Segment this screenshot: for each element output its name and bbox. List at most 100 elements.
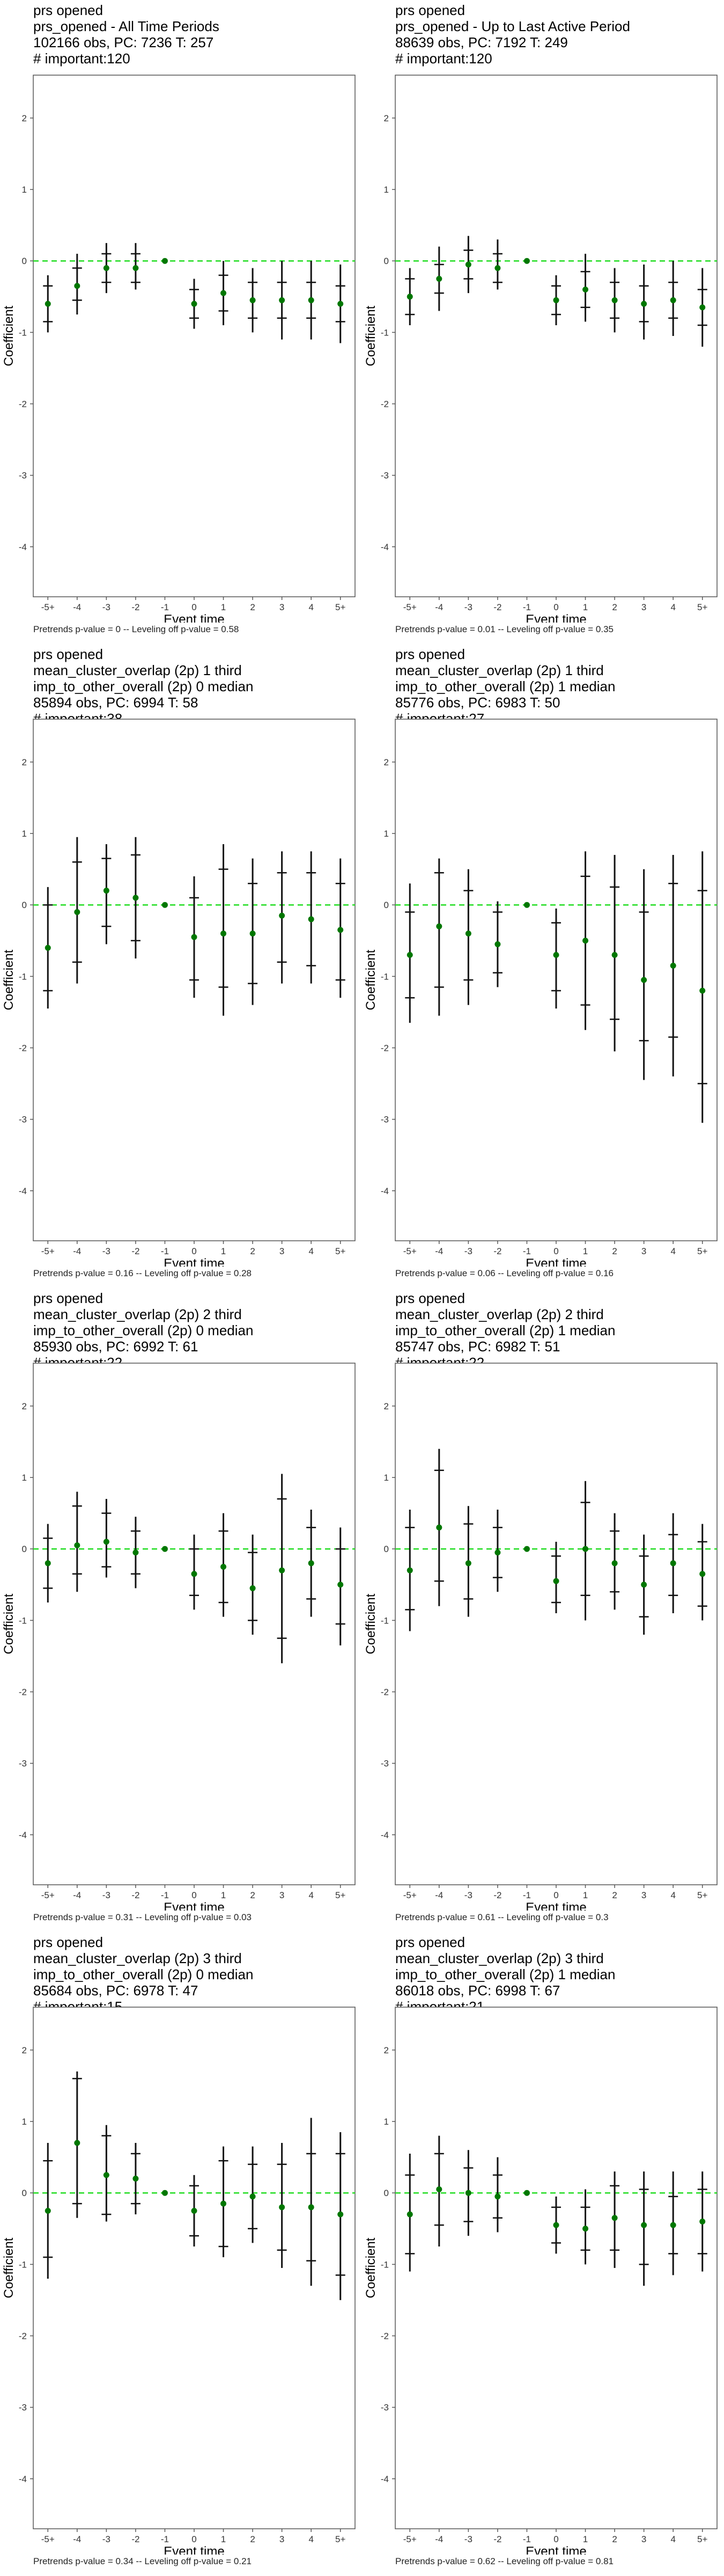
y-axis-title: Coefficient	[364, 1593, 378, 1654]
y-tick-label: 1	[22, 1473, 27, 1483]
coefficient-point	[494, 265, 501, 272]
y-tick-label: -4	[19, 542, 27, 552]
x-tick-label: 1	[583, 602, 588, 612]
x-axis-title: Event time	[526, 2544, 586, 2555]
y-tick-label: 0	[384, 256, 389, 266]
y-tick-label: 1	[22, 185, 27, 195]
panel-title-line: 85684 obs, PC: 6978 T: 47	[33, 1982, 198, 1999]
coefficient-point	[337, 1582, 344, 1588]
x-tick-label: 2	[612, 2534, 617, 2544]
coefficient-point	[641, 1582, 647, 1588]
coefficient-point	[436, 2186, 442, 2193]
x-tick-label: -1	[523, 1246, 531, 1256]
x-tick-label: 5+	[335, 2534, 345, 2544]
coefficient-point	[132, 1549, 139, 1556]
coefficient-point	[611, 2215, 618, 2221]
coefficient-point	[337, 927, 344, 933]
x-tick-label: -4	[73, 1246, 81, 1256]
x-tick-label: 4	[308, 1890, 313, 1900]
coefficient-point	[249, 1585, 256, 1591]
y-tick-label: -2	[19, 1043, 27, 1053]
panel-title-line: prs opened	[33, 1934, 104, 1950]
x-tick-label: 2	[250, 1890, 255, 1900]
panel-title-line: prs opened	[33, 646, 104, 662]
panel-title-line: mean_cluster_overlap (2p) 2 third	[33, 1306, 242, 1322]
x-tick-label: 1	[221, 602, 226, 612]
panel-title-line: imp_to_other_overall (2p) 0 median	[33, 678, 254, 694]
coefficient-point	[465, 261, 471, 268]
x-tick-label: 0	[191, 602, 196, 612]
x-tick-label: -5+	[403, 602, 417, 612]
x-tick-label: -4	[435, 602, 443, 612]
x-tick-label: -1	[523, 602, 531, 612]
x-tick-label: -2	[131, 1246, 139, 1256]
event-study-plot: -4 -3 -2 -1 0 1 2 -5+ -4 -3 -2 -1 0 1 2 3 4 5+ Event time C…	[2, 1363, 356, 1911]
y-tick-label: -2	[381, 2331, 389, 2341]
x-tick-label: 1	[583, 1246, 588, 1256]
y-tick-label: -1	[19, 327, 27, 338]
coefficient-point	[308, 1560, 314, 1567]
x-tick-label: -5+	[403, 2534, 417, 2544]
y-tick-label: -3	[19, 1115, 27, 1125]
y-tick-label: 1	[384, 185, 389, 195]
y-tick-label: 2	[384, 1401, 389, 1411]
y-tick-label: -4	[19, 1830, 27, 1840]
chart-panel: prs opened mean_cluster_overlap (2p) 2 th…	[0, 1288, 362, 1932]
y-tick-label: 2	[384, 113, 389, 123]
coefficient-point	[249, 297, 256, 303]
x-tick-label: -5+	[403, 1890, 417, 1900]
x-tick-label: 0	[553, 1246, 558, 1256]
x-axis-title: Event time	[164, 1256, 224, 1267]
coefficient-point	[161, 902, 168, 908]
x-tick-label: 3	[641, 2534, 646, 2544]
panel-title-line: prs_opened - All Time Periods	[33, 18, 219, 34]
x-tick-label: 5+	[697, 1246, 707, 1256]
coefficient-point	[161, 2190, 168, 2196]
x-tick-label: -4	[73, 1890, 81, 1900]
x-tick-label: -3	[102, 2534, 110, 2544]
x-tick-label: 4	[308, 602, 313, 612]
panel-title-line: # important:120	[395, 50, 492, 67]
coefficient-point	[279, 2204, 285, 2211]
panel-title-line: prs opened	[395, 646, 466, 662]
coefficient-point	[308, 2204, 314, 2211]
event-study-plot: -4 -3 -2 -1 0 1 2 -5+ -4 -3 -2 -1 0 1 2 3 4 5+ Event time C…	[364, 2007, 718, 2555]
coefficient-point	[494, 2193, 501, 2200]
x-axis-title: Event time	[526, 1256, 586, 1267]
coefficient-point	[436, 923, 442, 930]
coefficient-point	[699, 304, 706, 311]
y-tick-label: 0	[22, 900, 27, 910]
coefficient-point	[74, 283, 80, 289]
panel-title: prs opened mean_cluster_overlap (2p) 1 th…	[395, 646, 615, 727]
x-tick-label: -2	[131, 602, 139, 612]
panel-title-line: imp_to_other_overall (2p) 1 median	[395, 1966, 616, 1982]
x-tick-label: -2	[493, 602, 501, 612]
coefficient-point	[103, 888, 109, 894]
coefficient-point	[670, 2222, 676, 2228]
x-tick-label: 1	[221, 1246, 226, 1256]
y-tick-label: 1	[384, 2117, 389, 2127]
y-tick-label: -1	[381, 971, 389, 982]
coefficient-point	[582, 938, 589, 944]
panel-title-line: 88639 obs, PC: 7192 T: 249	[395, 34, 568, 50]
coefficient-point	[553, 952, 559, 958]
x-tick-label: -1	[161, 1890, 169, 1900]
x-axis-title: Event time	[164, 1900, 224, 1911]
y-tick-label: -2	[19, 2331, 27, 2341]
y-tick-label: -1	[381, 2259, 389, 2270]
y-tick-label: -3	[19, 471, 27, 481]
y-tick-label: -3	[381, 2403, 389, 2413]
x-tick-label: 0	[553, 1890, 558, 1900]
x-tick-label: 3	[641, 1246, 646, 1256]
x-tick-label: 4	[670, 1890, 675, 1900]
coefficient-point	[279, 912, 285, 919]
y-tick-label: 0	[384, 1544, 389, 1554]
coefficient-point	[641, 301, 647, 307]
y-tick-label: 0	[22, 1544, 27, 1554]
event-study-plot: -4 -3 -2 -1 0 1 2 -5+ -4 -3 -2 -1 0 1 2 3 4 5+ Event time C…	[2, 719, 356, 1267]
panel-title-line: prs opened	[395, 1934, 466, 1950]
x-tick-label: -4	[73, 2534, 81, 2544]
coefficient-point	[670, 962, 676, 969]
x-tick-label: -3	[102, 1246, 110, 1256]
y-tick-label: 2	[22, 757, 27, 767]
